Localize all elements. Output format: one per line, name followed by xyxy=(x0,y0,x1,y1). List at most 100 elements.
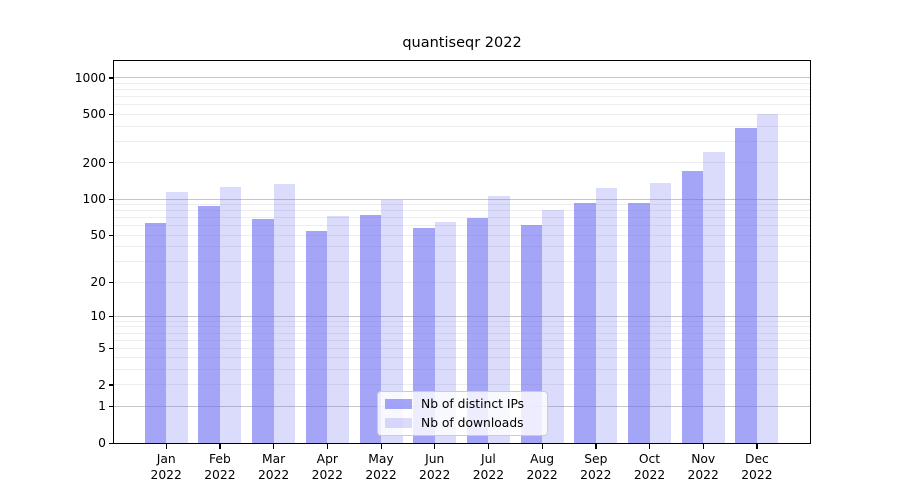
legend-swatch-downloads xyxy=(385,418,412,428)
plot-area xyxy=(113,60,811,444)
bar-downloads xyxy=(649,182,671,443)
y-tick-mark xyxy=(108,234,113,236)
bar-distinct-ips xyxy=(735,127,757,443)
x-tick-label: Jul 2022 xyxy=(461,452,515,483)
x-tick-mark xyxy=(541,444,543,449)
y-tick-label: 200 xyxy=(82,155,106,170)
bar-downloads xyxy=(219,186,242,443)
y-tick-mark xyxy=(108,113,113,116)
gridline-minor xyxy=(114,369,810,371)
x-tick-label: Jun 2022 xyxy=(408,452,462,483)
bar-distinct-ips xyxy=(144,223,167,443)
y-tick-label: 20 xyxy=(90,275,106,290)
bar-distinct-ips xyxy=(198,205,220,443)
x-tick-month: Feb xyxy=(209,452,231,466)
bar-distinct-ips xyxy=(305,231,328,443)
x-tick-label: Jan 2022 xyxy=(139,452,193,483)
bar-downloads xyxy=(327,215,349,443)
x-tick-mark xyxy=(273,444,275,449)
x-tick-month: Apr xyxy=(316,452,338,466)
x-tick-label: Dec 2022 xyxy=(730,452,784,483)
x-tick-month: Oct xyxy=(638,452,661,466)
gridline-minor xyxy=(114,384,810,386)
x-tick-month: Sep xyxy=(584,452,608,466)
y-tick-mark xyxy=(108,405,113,408)
y-tick-mark xyxy=(108,442,113,444)
bar-downloads xyxy=(434,221,457,443)
bar-downloads xyxy=(542,210,564,443)
gridline-minor xyxy=(114,347,810,349)
bar-distinct-ips xyxy=(466,218,489,443)
bar-distinct-ips xyxy=(574,202,596,443)
bar-downloads xyxy=(273,184,296,443)
y-tick-label: 5 xyxy=(98,341,106,356)
gridline-minor xyxy=(114,357,810,359)
gridline-minor xyxy=(114,246,810,248)
gridline-minor xyxy=(114,210,810,212)
x-tick-month: Mar xyxy=(261,452,286,466)
gridline-major xyxy=(114,315,810,317)
x-tick-label: Aug 2022 xyxy=(515,452,569,483)
x-tick-label: Feb 2022 xyxy=(193,452,247,483)
x-tick-year: 2022 xyxy=(472,467,505,482)
bar-downloads xyxy=(381,199,403,443)
x-tick-label: Sep 2022 xyxy=(569,452,623,483)
bar-distinct-ips xyxy=(628,203,650,443)
x-tick-mark xyxy=(165,444,167,449)
gridline-minor xyxy=(114,339,810,341)
x-tick-month: Dec xyxy=(744,452,769,466)
y-tick-label: 100 xyxy=(82,192,106,207)
y-tick-mark xyxy=(108,347,113,350)
gridline-minor xyxy=(114,96,810,98)
x-tick-mark xyxy=(595,444,597,449)
y-tick-mark xyxy=(108,384,113,386)
bar-distinct-ips xyxy=(681,170,704,443)
bar-distinct-ips xyxy=(252,219,274,443)
x-tick-mark xyxy=(487,444,490,449)
y-tick-mark xyxy=(108,198,113,200)
gridline-minor xyxy=(114,332,810,334)
x-tick-month: Jul xyxy=(480,452,496,466)
x-tick-year: 2022 xyxy=(311,467,343,482)
legend-swatch-distinct-ips xyxy=(385,399,412,409)
x-tick-year: 2022 xyxy=(741,467,773,482)
y-tick-mark xyxy=(108,77,113,79)
bar-distinct-ips xyxy=(520,224,543,443)
gridline-minor xyxy=(114,125,810,127)
x-tick-mark xyxy=(380,444,382,449)
y-tick-label: 500 xyxy=(82,107,106,122)
x-tick-month: May xyxy=(368,452,394,466)
y-tick-label: 50 xyxy=(90,228,106,243)
y-tick-label: 0 xyxy=(98,436,106,450)
x-tick-label: May 2022 xyxy=(354,452,408,483)
bar-distinct-ips xyxy=(413,227,435,443)
x-tick-mark xyxy=(702,444,704,449)
bar-downloads xyxy=(166,191,188,443)
legend-label: Nb of distinct IPs xyxy=(421,396,525,411)
bar-downloads xyxy=(595,188,618,443)
y-tick-label: 1 xyxy=(98,399,106,414)
x-tick-mark xyxy=(326,444,329,449)
x-tick-year: 2022 xyxy=(419,467,451,482)
x-tick-year: 2022 xyxy=(526,467,558,482)
x-tick-month: Jan xyxy=(156,452,176,466)
x-tick-label: Apr 2022 xyxy=(300,452,354,483)
bar-downloads xyxy=(703,152,725,443)
x-tick-year: 2022 xyxy=(687,467,719,482)
gridline-minor xyxy=(114,225,810,227)
x-tick-label: Mar 2022 xyxy=(247,452,301,483)
y-tick-label: 1000 xyxy=(74,70,106,85)
x-tick-month: Aug xyxy=(530,452,555,466)
legend-label: Nb of downloads xyxy=(421,415,524,430)
gridline-minor xyxy=(114,281,810,283)
gridline-minor xyxy=(114,104,810,106)
x-tick-label: Nov 2022 xyxy=(676,452,730,483)
x-tick-mark xyxy=(649,444,651,449)
y-tick-mark xyxy=(108,162,113,164)
gridline-minor xyxy=(114,261,810,263)
y-tick-label: 2 xyxy=(98,377,106,392)
legend-item: Nb of distinct IPs xyxy=(385,397,540,412)
gridline-minor xyxy=(114,234,810,236)
x-tick-month: Jun xyxy=(425,452,445,466)
gridline-minor xyxy=(114,113,810,115)
